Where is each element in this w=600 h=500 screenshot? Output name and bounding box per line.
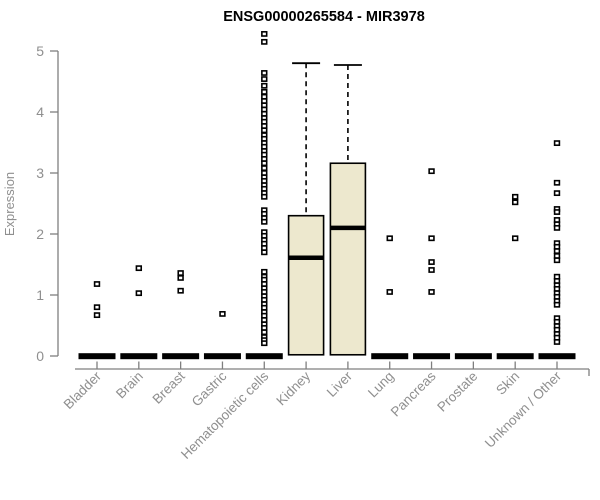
box xyxy=(329,162,367,356)
x-category-label: Pancreas xyxy=(388,368,439,419)
zero-bar xyxy=(413,353,451,360)
outlier-point xyxy=(428,168,435,175)
outlier-point xyxy=(428,235,435,242)
outlier-point xyxy=(386,235,393,242)
outlier-point xyxy=(511,199,519,206)
zero-bar xyxy=(120,353,158,360)
x-category-label: Lung xyxy=(365,369,397,401)
outlier-point xyxy=(219,311,226,317)
outlier-point xyxy=(261,340,268,347)
outlier-point xyxy=(553,190,561,197)
outlier-point xyxy=(428,289,435,295)
outlier-point xyxy=(261,160,268,167)
outlier-point xyxy=(553,225,561,231)
x-category-label: Gastric xyxy=(189,368,230,409)
outlier-point xyxy=(511,235,519,242)
zero-bar xyxy=(371,353,409,360)
y-tick-label: 2 xyxy=(36,226,44,242)
zero-bar xyxy=(203,353,241,360)
outlier-point xyxy=(261,31,268,37)
outlier-point xyxy=(261,127,268,134)
y-tick-label: 3 xyxy=(36,165,44,181)
zero-bar xyxy=(454,353,492,360)
outlier-point xyxy=(261,165,268,172)
y-tick-label: 4 xyxy=(36,104,44,120)
outlier-point xyxy=(553,301,561,308)
x-category-label: Breast xyxy=(150,368,188,406)
outlier-point xyxy=(261,76,268,82)
outlier-point xyxy=(93,312,101,319)
outlier-point xyxy=(428,259,435,265)
chart-title: ENSG00000265584 - MIR3978 xyxy=(223,9,425,25)
outlier-point xyxy=(261,249,268,256)
zero-bar xyxy=(162,353,200,360)
outlier-point xyxy=(93,281,101,287)
zero-bar xyxy=(496,353,534,360)
y-tick-label: 1 xyxy=(36,287,44,303)
outlier-point xyxy=(135,265,143,272)
outlier-point xyxy=(261,268,268,275)
y-axis-label: Expression xyxy=(2,172,17,236)
outlier-point xyxy=(553,179,561,186)
outlier-point xyxy=(93,304,101,311)
outlier-point xyxy=(553,209,561,215)
outlier-point xyxy=(177,287,184,294)
outlier-point xyxy=(261,82,268,89)
outlier-point xyxy=(511,193,519,200)
zero-bar xyxy=(78,353,116,360)
x-category-label: Skin xyxy=(493,369,522,398)
outlier-point xyxy=(428,267,435,273)
x-category-label: Kidney xyxy=(273,368,313,408)
outlier-point xyxy=(386,289,393,295)
x-category-label: Liver xyxy=(324,368,356,400)
outlier-point xyxy=(553,140,561,147)
outlier-point xyxy=(261,70,268,76)
y-tick-label: 0 xyxy=(36,348,44,364)
outlier-point xyxy=(261,88,268,95)
outlier-point xyxy=(177,270,184,276)
outlier-point xyxy=(553,248,561,254)
outlier-point xyxy=(261,329,268,336)
y-tick-label: 5 xyxy=(36,43,44,59)
zero-bar xyxy=(245,353,283,360)
x-category-label: Unknown / Other xyxy=(482,368,565,451)
outlier-point xyxy=(135,290,143,297)
outlier-point xyxy=(261,38,268,45)
outlier-point xyxy=(553,339,561,345)
x-category-label: Bladder xyxy=(61,368,105,412)
x-category-label: Prostate xyxy=(434,369,480,415)
zero-bar xyxy=(538,353,576,360)
outlier-point xyxy=(261,218,268,225)
outlier-point xyxy=(553,257,561,264)
outlier-point xyxy=(177,275,184,281)
outlier-point xyxy=(261,193,268,200)
box xyxy=(287,214,325,356)
x-category-label: Brain xyxy=(113,369,146,402)
